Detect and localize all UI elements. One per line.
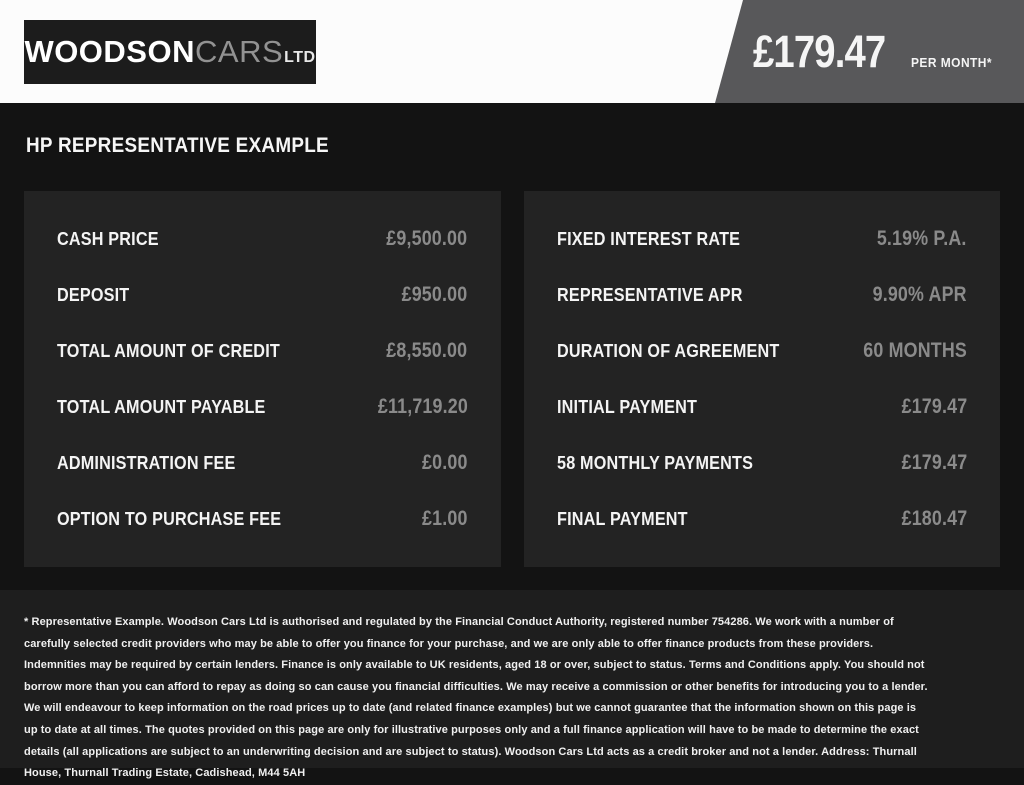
finance-row: 58 MONTHLY PAYMENTS £179.47 — [557, 435, 968, 491]
finance-row-value: 60 MONTHS — [863, 339, 967, 362]
finance-panel-right: FIXED INTEREST RATE 5.19% P.A. REPRESENT… — [523, 191, 1000, 567]
finance-row-value: 5.19% P.A. — [877, 227, 967, 250]
finance-row-label: 58 MONTHLY PAYMENTS — [556, 452, 753, 473]
disclaimer-text: * Representative Example. Woodson Cars L… — [24, 616, 928, 780]
finance-row: ADMINISTRATION FEE £0.00 — [57, 435, 468, 491]
disclaimer-section: * Representative Example. Woodson Cars L… — [0, 590, 1024, 779]
logo-secondary: CARS — [195, 34, 284, 69]
finance-row: TOTAL AMOUNT PAYABLE £11,719.20 — [57, 379, 468, 435]
finance-panels: CASH PRICE £9,500.00 DEPOSIT £950.00 TOT… — [24, 191, 1000, 567]
finance-row: DURATION OF AGREEMENT 60 MONTHS — [557, 323, 968, 379]
finance-row-label: ADMINISTRATION FEE — [57, 452, 236, 473]
logo-primary: WOODSON — [24, 34, 195, 69]
finance-row-value: £1.00 — [421, 507, 468, 530]
monthly-price-banner: £179.47 PER MONTH* — [715, 0, 1024, 103]
finance-row-label: FIXED INTEREST RATE — [556, 228, 740, 249]
finance-row-value: 9.90% APR — [872, 283, 967, 306]
finance-row: INITIAL PAYMENT £179.47 — [557, 379, 968, 435]
finance-panel-left: CASH PRICE £9,500.00 DEPOSIT £950.00 TOT… — [24, 191, 501, 567]
finance-row: FIXED INTEREST RATE 5.19% P.A. — [557, 211, 968, 267]
finance-row: OPTION TO PURCHASE FEE £1.00 — [57, 491, 468, 547]
finance-row-label: TOTAL AMOUNT PAYABLE — [57, 396, 266, 417]
finance-row-value: £179.47 — [901, 451, 967, 474]
dealer-logo-text: WOODSON CARS LTD — [24, 34, 315, 70]
finance-row-value: £0.00 — [421, 451, 468, 474]
dealer-logo[interactable]: WOODSON CARS LTD — [24, 20, 316, 84]
finance-row-label: TOTAL AMOUNT OF CREDIT — [57, 340, 280, 361]
finance-row-value: £180.47 — [901, 507, 967, 530]
finance-row: DEPOSIT £950.00 — [57, 267, 468, 323]
finance-row: REPRESENTATIVE APR 9.90% APR — [557, 267, 968, 323]
monthly-price-wrap: £179.47 PER MONTH* — [715, 26, 999, 78]
finance-row-label: INITIAL PAYMENT — [556, 396, 697, 417]
main-section: HP REPRESENTATIVE EXAMPLE CASH PRICE £9,… — [0, 103, 1024, 590]
finance-row-value: £950.00 — [401, 283, 468, 306]
finance-row-label: REPRESENTATIVE APR — [556, 284, 743, 305]
finance-row: FINAL PAYMENT £180.47 — [557, 491, 968, 547]
page-title: HP REPRESENTATIVE EXAMPLE — [26, 134, 329, 157]
finance-row-label: DURATION OF AGREEMENT — [556, 340, 779, 361]
monthly-price-period: PER MONTH* — [910, 54, 992, 70]
finance-row-value: £8,550.00 — [386, 339, 468, 362]
header: WOODSON CARS LTD £179.47 PER MONTH* — [0, 0, 1024, 103]
monthly-price-value: £179.47 — [753, 25, 886, 77]
finance-row-value: £9,500.00 — [386, 227, 468, 250]
finance-row-value: £11,719.20 — [377, 395, 468, 418]
finance-row: TOTAL AMOUNT OF CREDIT £8,550.00 — [57, 323, 468, 379]
logo-suffix: LTD — [284, 49, 316, 66]
finance-row-label: DEPOSIT — [57, 284, 130, 305]
finance-row-label: FINAL PAYMENT — [556, 508, 688, 529]
finance-row-label: OPTION TO PURCHASE FEE — [57, 508, 282, 529]
finance-row-value: £179.47 — [901, 395, 967, 418]
finance-row-label: CASH PRICE — [57, 228, 159, 249]
finance-row: CASH PRICE £9,500.00 — [57, 211, 468, 267]
